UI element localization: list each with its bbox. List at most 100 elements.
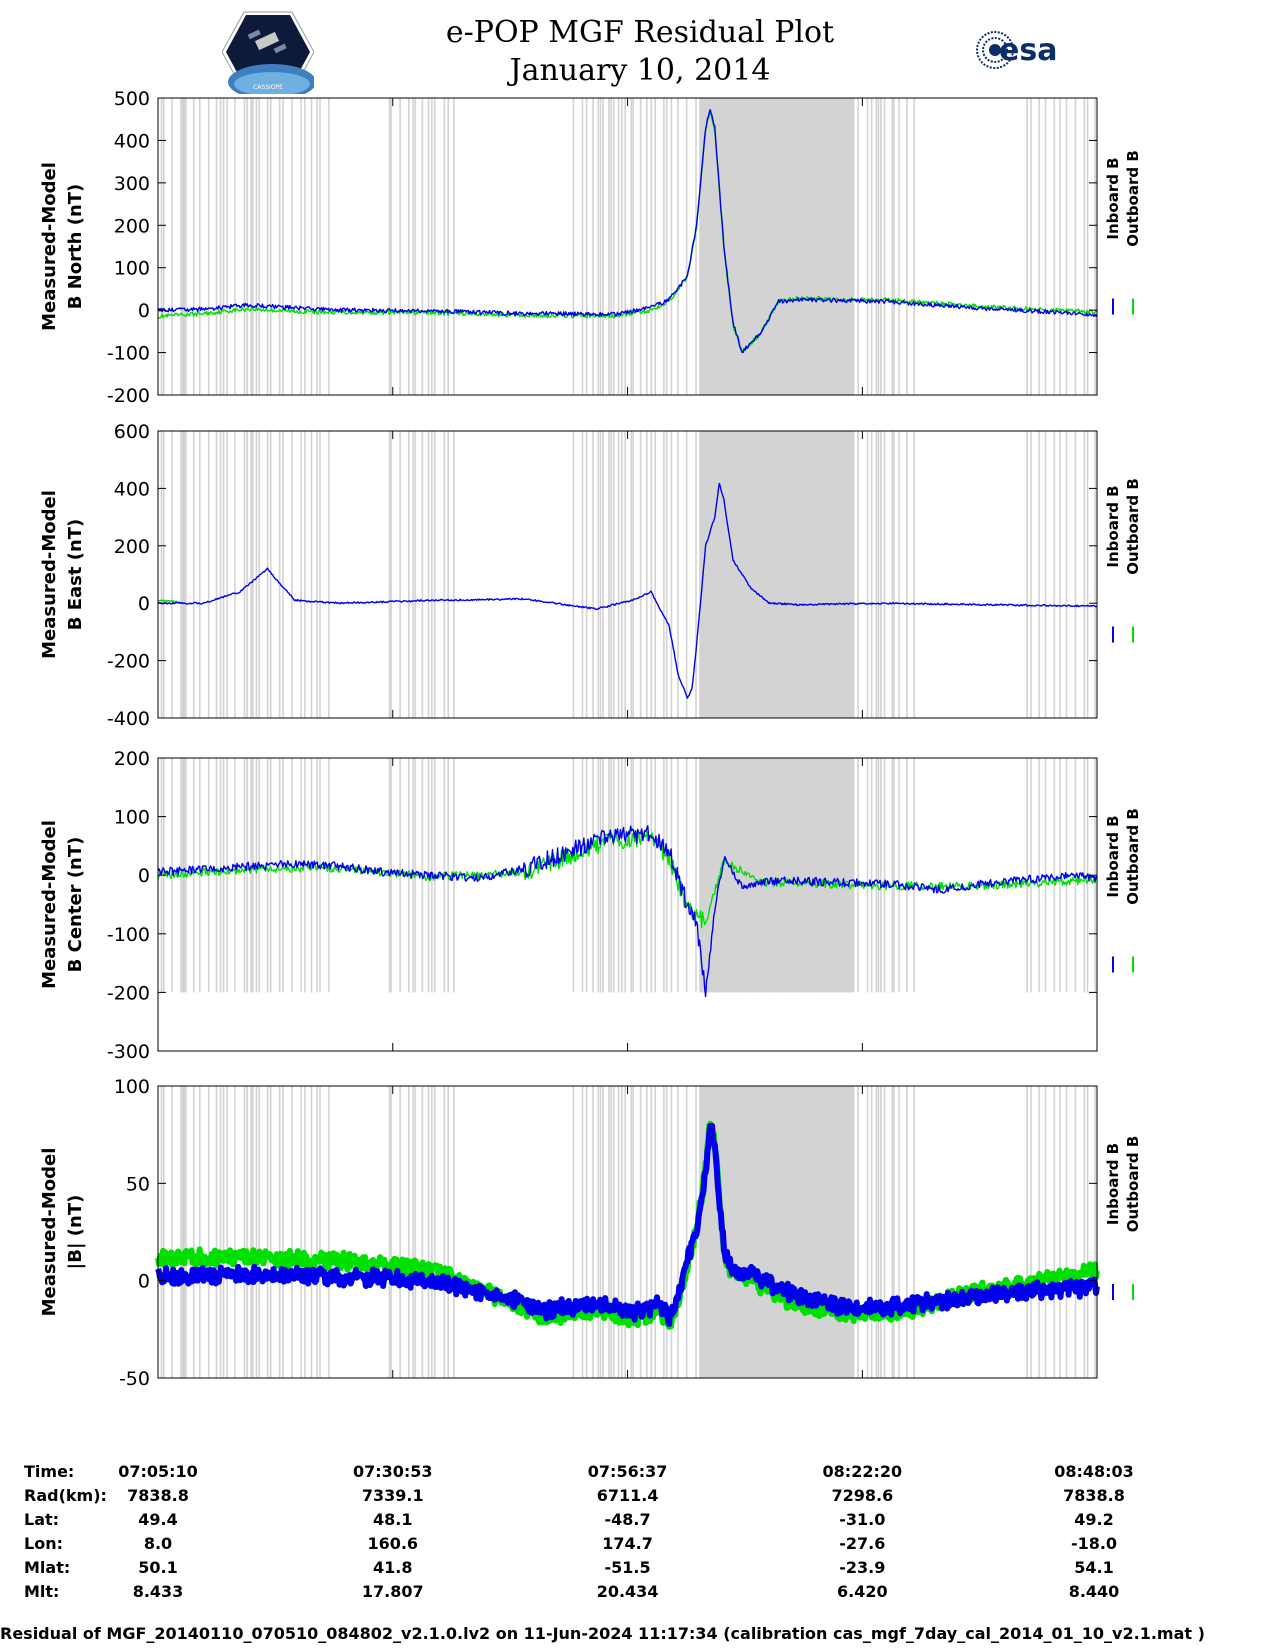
info-value: 07:56:37 bbox=[587, 1462, 668, 1481]
data-gap-stripe bbox=[639, 758, 642, 993]
data-gap-stripe bbox=[390, 431, 392, 718]
data-gap-stripe bbox=[192, 431, 195, 718]
data-gap-stripe bbox=[1059, 431, 1061, 718]
data-gap-stripe bbox=[219, 98, 222, 395]
data-gap-stripe bbox=[906, 1086, 908, 1378]
data-gap-stripe bbox=[328, 431, 330, 718]
data-gap-stripe bbox=[162, 98, 165, 395]
data-gap-stripe bbox=[883, 431, 886, 718]
data-gap-stripe bbox=[581, 98, 584, 395]
data-gap-stripe bbox=[677, 1086, 679, 1378]
data-gap-stripe bbox=[427, 98, 430, 395]
data-gap-stripe bbox=[875, 758, 878, 993]
data-gap-stripe bbox=[304, 431, 306, 718]
data-gap-stripe bbox=[1044, 98, 1047, 395]
data-gap-stripe bbox=[632, 431, 634, 718]
data-gap-stripe bbox=[243, 431, 246, 718]
data-gap-stripe bbox=[414, 1086, 417, 1378]
y-tick-label: -200 bbox=[107, 982, 150, 1004]
data-gap-stripe bbox=[913, 431, 915, 718]
data-gap-stripe bbox=[1094, 431, 1096, 718]
y-tick-label: -100 bbox=[107, 343, 150, 365]
data-gap-stripe bbox=[282, 431, 284, 718]
info-value: 6711.4 bbox=[596, 1486, 659, 1505]
data-gap-stripe bbox=[300, 758, 302, 993]
data-gap-stripe bbox=[630, 431, 633, 718]
data-gap-stripe bbox=[630, 758, 633, 993]
y-tick-label: 100 bbox=[114, 258, 150, 280]
outboard-b-line bbox=[157, 830, 1098, 929]
data-gap-stripe bbox=[162, 1086, 165, 1378]
data-gap-stripe bbox=[269, 98, 272, 395]
y-tick-label: 200 bbox=[114, 748, 150, 770]
y-tick-label: -400 bbox=[107, 708, 150, 730]
data-gap-stripe bbox=[857, 431, 859, 718]
y-axis-label: B East (nT) bbox=[65, 519, 86, 631]
inboard-b-line bbox=[157, 482, 1098, 699]
y-axis-label: Measured-Model bbox=[39, 162, 60, 331]
data-gap-stripe bbox=[399, 1086, 401, 1378]
orbit-info-table: Time: 07:05:10 07:30:53 07:56:37 08:22:20 08:… bbox=[0, 1462, 1275, 1615]
data-gap-stripe bbox=[246, 1086, 248, 1378]
data-gap-stripe bbox=[226, 758, 228, 993]
data-gap-stripe bbox=[602, 431, 604, 718]
data-gap-stripe bbox=[1094, 98, 1096, 395]
data-gap-stripe bbox=[913, 98, 915, 395]
data-gap-stripe bbox=[1044, 431, 1047, 718]
data-gap-stripe bbox=[646, 758, 648, 993]
info-value: -48.7 bbox=[604, 1510, 651, 1529]
data-gap-stripe bbox=[1030, 1086, 1032, 1378]
footer-caption: Residual of MGF_20140110_070510_084802_v… bbox=[0, 1624, 1205, 1643]
data-gap-stripe bbox=[282, 98, 284, 395]
data-gap-stripe bbox=[226, 431, 228, 718]
data-gap-stripe bbox=[898, 758, 900, 993]
data-gap-stripe bbox=[431, 431, 433, 718]
data-gap-stripe bbox=[913, 1086, 915, 1378]
y-tick-label: 100 bbox=[114, 807, 150, 829]
data-gap-stripe bbox=[1074, 1086, 1077, 1378]
info-row-label: Rad(km): bbox=[24, 1486, 107, 1505]
data-gap-stripe bbox=[412, 98, 414, 395]
y-tick-label: 0 bbox=[138, 865, 150, 887]
info-row: Mlat: 50.1 41.8 -51.5 -23.9 54.1 bbox=[0, 1558, 1275, 1582]
data-gap-stripe bbox=[316, 758, 318, 993]
data-gap-stripe bbox=[255, 98, 258, 395]
info-value: -31.0 bbox=[839, 1510, 886, 1529]
esa-logo-text: esa bbox=[999, 33, 1057, 68]
data-gap-stripe bbox=[222, 1086, 225, 1378]
data-gap-stripe bbox=[1065, 1086, 1068, 1378]
data-gap-stripe bbox=[624, 98, 626, 395]
data-gap-stripe bbox=[250, 98, 252, 395]
y-axis-label: Measured-Model bbox=[39, 1148, 60, 1317]
data-gap-stripe bbox=[1086, 98, 1089, 395]
data-gap-stripe bbox=[192, 1086, 195, 1378]
info-value: 7339.1 bbox=[361, 1486, 424, 1505]
data-gap-stripe bbox=[608, 431, 610, 718]
data-gap-stripe bbox=[180, 431, 182, 718]
data-gap-stripe bbox=[1038, 431, 1040, 718]
data-gap-stripe bbox=[677, 431, 679, 718]
data-gap-stripe bbox=[592, 98, 594, 395]
info-value: 49.4 bbox=[138, 1510, 178, 1529]
info-value: 20.434 bbox=[596, 1582, 659, 1601]
data-gap-stripe bbox=[592, 1086, 594, 1378]
data-gap-stripe bbox=[893, 431, 895, 718]
data-gap-stripe bbox=[585, 758, 588, 993]
shaded-region bbox=[699, 431, 855, 718]
data-gap-stripe bbox=[670, 431, 673, 718]
legend-label: Outboard B bbox=[1124, 478, 1142, 575]
info-value: 174.7 bbox=[602, 1534, 653, 1553]
info-value: -27.6 bbox=[839, 1534, 886, 1553]
data-gap-stripe bbox=[1074, 98, 1077, 395]
info-row: Mlt: 8.433 17.807 20.434 6.420 8.440 bbox=[0, 1582, 1275, 1606]
data-gap-stripe bbox=[883, 1086, 886, 1378]
data-gap-stripe bbox=[650, 1086, 653, 1378]
data-gap-stripe bbox=[877, 1086, 880, 1378]
data-gap-stripe bbox=[612, 431, 615, 718]
data-gap-stripe bbox=[581, 431, 584, 718]
data-gap-stripe bbox=[870, 98, 873, 395]
data-gap-stripe bbox=[310, 758, 313, 993]
data-gap-stripe bbox=[219, 1086, 222, 1378]
data-gap-stripe bbox=[898, 431, 900, 718]
